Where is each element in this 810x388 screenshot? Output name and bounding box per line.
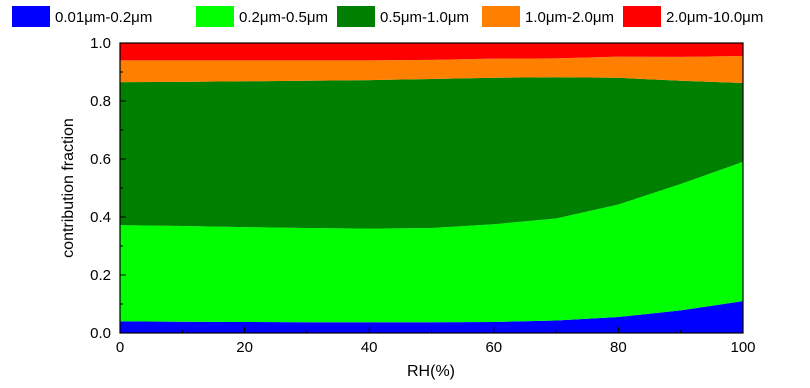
- y-tick-label: 0.0: [90, 325, 111, 342]
- legend-label-0-2um-0-5um: 0.2μm-0.5μm: [239, 9, 328, 26]
- y-axis-title: contribution fraction: [60, 118, 77, 258]
- legend-label-1-0um-2-0um: 1.0μm-2.0μm: [525, 9, 614, 26]
- legend-swatch-2-0um-10-0um: [623, 6, 661, 27]
- legend-swatch-0-01um-0-2um: [12, 6, 50, 27]
- x-tick-label: 80: [610, 339, 627, 356]
- legend-label-0-5um-1-0um: 0.5μm-1.0μm: [380, 9, 469, 26]
- y-axis: 0.0 0.2 0.4 0.6 0.8 1.0: [90, 35, 126, 342]
- area-series-2-0um-10-0um: [120, 43, 743, 61]
- legend-swatch-1-0um-2-0um: [482, 6, 520, 27]
- x-tick-label: 60: [485, 339, 502, 356]
- y-tick-label: 0.2: [90, 267, 111, 284]
- y-tick-label: 0.8: [90, 93, 111, 110]
- legend: 0.01μm-0.2μm 0.2μm-0.5μm 0.5μm-1.0μm 1.0μm-…: [12, 6, 763, 27]
- legend-label-2-0um-10-0um: 2.0μm-10.0μm: [666, 9, 763, 26]
- x-tick-label: 40: [361, 339, 378, 356]
- area-series-0-5um-1-0um: [120, 77, 743, 229]
- x-axis-title: RH(%): [407, 363, 455, 380]
- legend-label-0-01um-0-2um: 0.01μm-0.2μm: [55, 9, 152, 26]
- area-series-0-2um-0-5um: [120, 161, 743, 323]
- legend-swatch-0-2um-0-5um: [196, 6, 234, 27]
- y-tick-label: 1.0: [90, 35, 111, 52]
- x-axis: 0 20 40 60 80 100: [116, 327, 756, 356]
- area-series-0-01um-0-2um: [120, 301, 743, 333]
- y-tick-label: 0.6: [90, 151, 111, 168]
- x-tick-label: 20: [236, 339, 253, 356]
- x-tick-label: 100: [730, 339, 755, 356]
- area-series-1-0um-2-0um: [120, 56, 743, 84]
- y-tick-label: 0.4: [90, 209, 111, 226]
- x-tick-label: 0: [116, 339, 124, 356]
- legend-swatch-0-5um-1-0um: [337, 6, 375, 27]
- plot-areas: [120, 43, 743, 333]
